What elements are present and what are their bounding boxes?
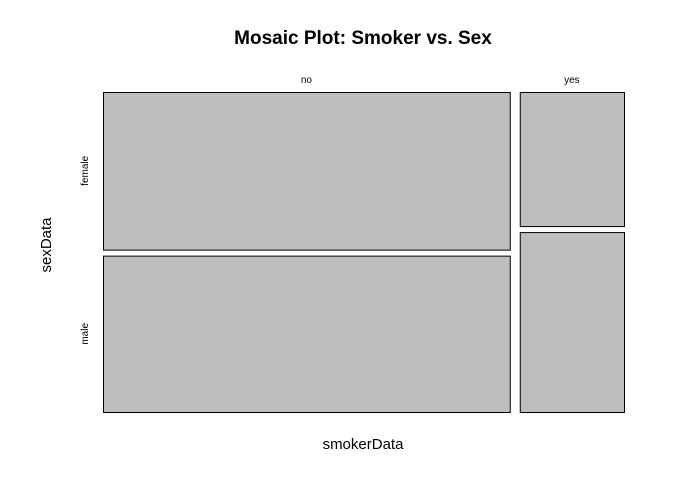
x-tick-label-yes: yes <box>564 75 580 86</box>
y-axis-label: sexData <box>38 217 55 273</box>
tile-yes-male <box>519 232 625 413</box>
chart-title: Mosaic Plot: Smoker vs. Sex <box>234 28 492 49</box>
tick-labels: no yes female male <box>80 75 580 345</box>
y-tick-label-male: male <box>80 323 91 345</box>
mosaic-tiles <box>103 92 625 413</box>
x-axis-label: smokerData <box>323 436 405 453</box>
tile-yes-female <box>519 92 625 228</box>
y-tick-label-female: female <box>80 155 91 185</box>
tile-no-female <box>103 92 511 251</box>
x-tick-label-no: no <box>301 75 313 86</box>
tile-no-male <box>103 255 511 413</box>
